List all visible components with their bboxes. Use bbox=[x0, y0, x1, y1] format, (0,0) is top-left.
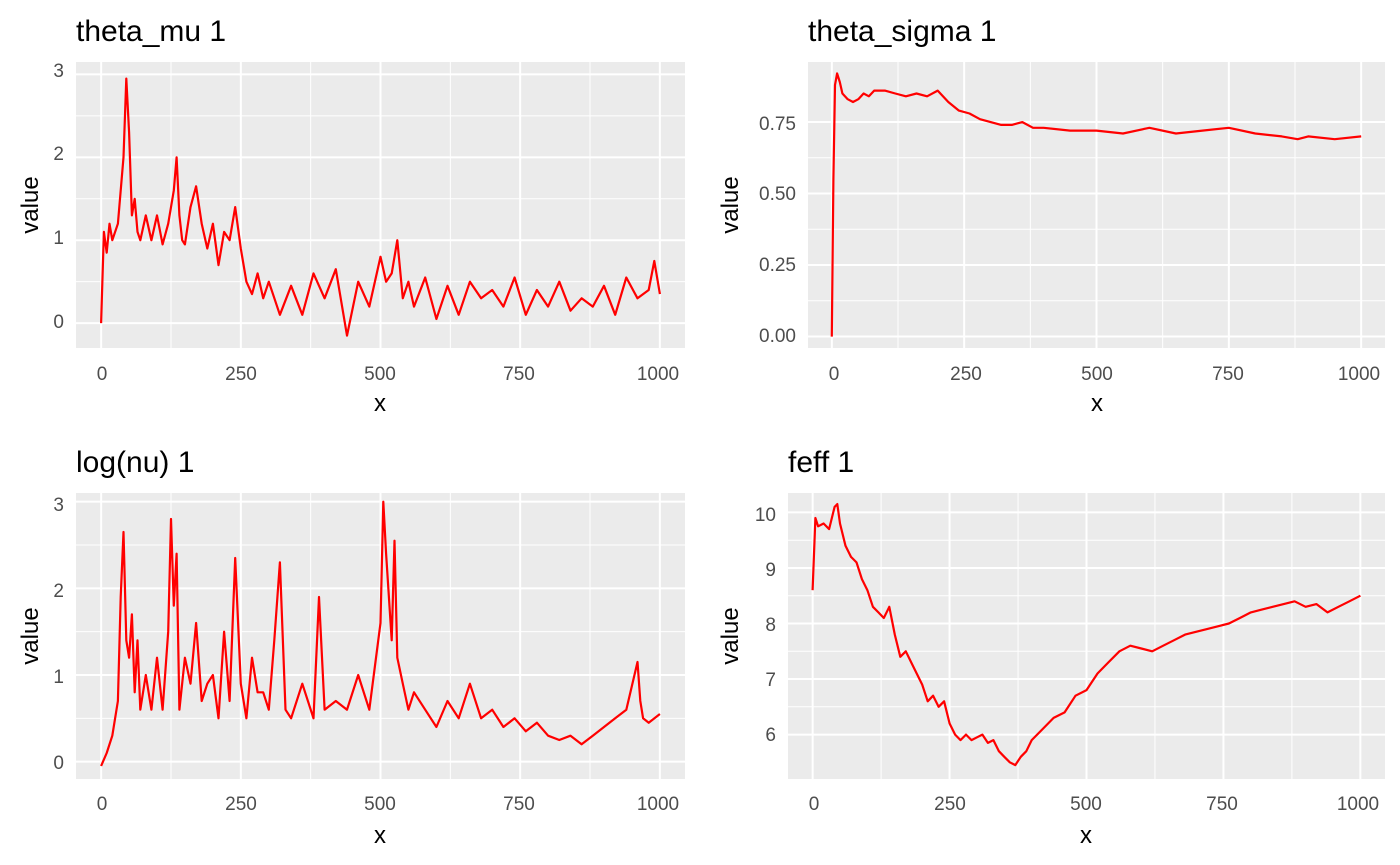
x-tick-label: 500 bbox=[1081, 364, 1113, 385]
y-tick-labels: 0 1 2 3 bbox=[53, 61, 64, 333]
x-tick-label: 250 bbox=[225, 794, 257, 815]
x-tick-label: 0 bbox=[97, 794, 108, 815]
series-line bbox=[811, 503, 1361, 767]
y-tick-label: 0 bbox=[53, 312, 64, 333]
y-tick-label: 6 bbox=[765, 725, 776, 746]
x-tick-label: 1000 bbox=[637, 794, 679, 815]
x-tick-label: 750 bbox=[1206, 794, 1238, 815]
y-tick-label: 0 bbox=[53, 753, 64, 774]
x-tick-label: 0 bbox=[97, 364, 108, 385]
series-line bbox=[830, 72, 1362, 337]
y-tick-label: 0.50 bbox=[759, 184, 796, 205]
x-tick-label: 1000 bbox=[637, 364, 679, 385]
x-tick-label: 500 bbox=[1070, 794, 1102, 815]
y-axis-label: value bbox=[717, 607, 744, 664]
x-tick-label: 750 bbox=[503, 364, 535, 385]
y-tick-label: 2 bbox=[53, 581, 64, 602]
gridlines bbox=[808, 62, 1385, 348]
y-axis-label: value bbox=[17, 176, 44, 233]
x-tick-label: 500 bbox=[364, 794, 396, 815]
x-tick-label: 250 bbox=[950, 364, 982, 385]
y-tick-label: 1 bbox=[53, 228, 64, 249]
panel-log-nu: log(nu) 1 0 250 500 750 1000 0 1 2 3 x v… bbox=[17, 446, 685, 849]
x-tick-label: 750 bbox=[503, 794, 535, 815]
y-tick-label: 1 bbox=[53, 667, 64, 688]
x-axis-label: x bbox=[1080, 822, 1092, 849]
series-line bbox=[100, 77, 661, 337]
x-tick-label: 500 bbox=[364, 364, 396, 385]
y-axis-label: value bbox=[17, 607, 44, 664]
x-tick-label: 250 bbox=[225, 364, 257, 385]
x-tick-labels: 0 250 500 750 1000 bbox=[829, 364, 1380, 385]
y-tick-label: 0.75 bbox=[759, 114, 796, 135]
x-tick-label: 1000 bbox=[1338, 364, 1380, 385]
panel-feff: feff 1 0 250 500 750 1000 6 7 8 9 10 x v… bbox=[717, 446, 1385, 849]
panel-title: theta_sigma 1 bbox=[808, 15, 996, 48]
y-tick-labels: 6 7 8 9 10 bbox=[755, 505, 776, 746]
y-tick-label: 9 bbox=[765, 560, 776, 581]
x-tick-labels: 0 250 500 750 1000 bbox=[97, 794, 679, 815]
y-tick-label: 8 bbox=[765, 615, 776, 636]
gridlines bbox=[788, 493, 1385, 779]
x-axis-label: x bbox=[374, 822, 386, 849]
y-tick-label: 7 bbox=[765, 670, 776, 691]
panel-title: feff 1 bbox=[788, 446, 854, 479]
panel-theta-sigma: theta_sigma 1 0 250 500 750 1000 0.00 0.… bbox=[717, 15, 1385, 417]
panel-title: theta_mu 1 bbox=[76, 15, 226, 48]
x-axis-label: x bbox=[374, 390, 386, 417]
y-tick-label: 3 bbox=[53, 61, 64, 82]
y-tick-label: 2 bbox=[53, 144, 64, 165]
y-tick-label: 0.25 bbox=[759, 255, 796, 276]
x-tick-label: 0 bbox=[829, 364, 840, 385]
x-tick-label: 250 bbox=[934, 794, 966, 815]
panel-theta-mu: theta_mu 1 0 250 500 750 1000 0 1 2 3 x … bbox=[17, 15, 685, 417]
y-axis-label: value bbox=[717, 176, 744, 233]
x-tick-label: 750 bbox=[1212, 364, 1244, 385]
x-tick-labels: 0 250 500 750 1000 bbox=[809, 794, 1379, 815]
panel-title: log(nu) 1 bbox=[76, 446, 194, 479]
x-tick-label: 1000 bbox=[1337, 794, 1379, 815]
x-tick-label: 0 bbox=[809, 794, 820, 815]
x-axis-label: x bbox=[1091, 390, 1103, 417]
y-tick-labels: 0.00 0.25 0.50 0.75 bbox=[759, 114, 796, 347]
y-tick-label: 0.00 bbox=[759, 326, 796, 347]
series-line bbox=[100, 500, 661, 767]
x-tick-labels: 0 250 500 750 1000 bbox=[97, 364, 679, 385]
y-tick-labels: 0 1 2 3 bbox=[53, 495, 64, 774]
y-tick-label: 3 bbox=[53, 495, 64, 516]
y-tick-label: 10 bbox=[755, 505, 776, 526]
